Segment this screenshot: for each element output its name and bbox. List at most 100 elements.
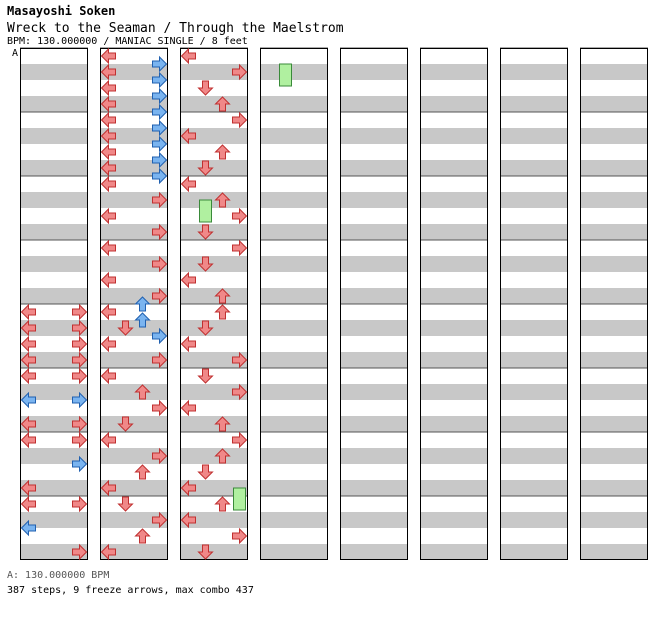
right-arrow <box>152 327 168 345</box>
right-arrow <box>232 207 248 225</box>
measure-stripe <box>340 416 408 432</box>
measure-stripe <box>20 288 88 304</box>
measure-stripe <box>500 320 568 336</box>
measure-stripe <box>20 224 88 240</box>
measure-stripe <box>100 288 168 304</box>
chart-column <box>580 47 648 560</box>
right-arrow <box>72 351 88 369</box>
column-border <box>180 48 248 560</box>
measure-stripe <box>340 512 408 528</box>
measure-stripe <box>100 160 168 176</box>
right-arrow <box>72 303 88 321</box>
measure-stripe <box>340 192 408 208</box>
measure-stripe <box>580 192 648 208</box>
measure-stripe <box>500 448 568 464</box>
measure-stripe <box>180 416 248 432</box>
left-arrow <box>100 143 116 161</box>
bpm-marker: A <box>12 48 19 59</box>
measure-stripe <box>340 160 408 176</box>
measure-stripe <box>580 96 648 112</box>
measure-stripe <box>260 288 328 304</box>
measure-stripe <box>260 192 328 208</box>
measure-stripe <box>500 128 568 144</box>
measure-stripe <box>500 256 568 272</box>
measure-stripe <box>260 320 328 336</box>
measure-stripe <box>580 480 648 496</box>
left-arrow <box>100 239 116 257</box>
measure-stripe <box>180 288 248 304</box>
measure-stripe <box>580 128 648 144</box>
measure-stripe <box>420 480 488 496</box>
chart-info: BPM: 130.000000 / MANIAC SINGLE / 8 feet <box>7 36 248 47</box>
measure-stripe <box>20 448 88 464</box>
measure-stripe <box>260 128 328 144</box>
measure-stripe <box>500 416 568 432</box>
up-arrow <box>214 416 231 432</box>
measure-stripe <box>180 224 248 240</box>
measure-stripe <box>180 384 248 400</box>
right-arrow <box>152 167 168 185</box>
freeze-arrow <box>199 199 212 223</box>
right-arrow <box>152 351 168 369</box>
measure-stripe <box>260 544 328 560</box>
measure-stripe <box>100 384 168 400</box>
measure-stripe <box>260 448 328 464</box>
measure-stripe <box>260 416 328 432</box>
right-arrow <box>152 55 168 73</box>
right-arrow <box>72 391 88 409</box>
chart-column <box>340 47 408 560</box>
measure-stripe <box>340 96 408 112</box>
down-arrow <box>197 320 214 336</box>
artist-name: Masayoshi Soken <box>7 4 116 18</box>
left-arrow <box>100 175 116 193</box>
measure-stripe <box>420 96 488 112</box>
left-arrow <box>20 415 36 433</box>
measure-stripe <box>20 160 88 176</box>
left-arrow <box>20 391 36 409</box>
measure-stripe <box>500 288 568 304</box>
chart-column <box>20 47 88 560</box>
measure-stripe <box>420 256 488 272</box>
measure-stripe <box>420 320 488 336</box>
right-arrow <box>152 223 168 241</box>
down-arrow <box>117 416 134 432</box>
column-border <box>340 48 408 560</box>
right-arrow <box>232 63 248 81</box>
measure-stripe <box>580 64 648 80</box>
measure-stripe <box>420 448 488 464</box>
measure-stripe <box>580 544 648 560</box>
measure-stripe <box>100 224 168 240</box>
measure-stripe <box>420 192 488 208</box>
right-arrow <box>152 399 168 417</box>
measure-stripe <box>100 480 168 496</box>
measure-stripe <box>340 480 408 496</box>
measure-stripe <box>260 384 328 400</box>
chart-summary: 387 steps, 9 freeze arrows, max combo 43… <box>7 585 254 596</box>
left-arrow <box>100 367 116 385</box>
left-arrow <box>100 95 116 113</box>
chart-column <box>500 47 568 560</box>
measure-stripe <box>340 128 408 144</box>
left-arrow <box>100 63 116 81</box>
left-arrow <box>180 271 196 289</box>
column-border <box>580 48 648 560</box>
up-arrow <box>214 144 231 160</box>
measure-stripe <box>580 512 648 528</box>
measure-stripe <box>500 96 568 112</box>
down-arrow <box>197 544 214 560</box>
chart-column <box>420 47 488 560</box>
measure-stripe <box>340 288 408 304</box>
measure-stripe <box>340 384 408 400</box>
column-border <box>420 48 488 560</box>
left-arrow <box>100 207 116 225</box>
right-arrow <box>152 151 168 169</box>
column-border <box>500 48 568 560</box>
right-arrow <box>232 111 248 129</box>
measure-stripe <box>260 96 328 112</box>
measure-stripe <box>100 320 168 336</box>
measure-stripe <box>180 256 248 272</box>
up-arrow <box>214 304 231 320</box>
up-arrow <box>214 192 231 208</box>
measure-stripe <box>340 64 408 80</box>
